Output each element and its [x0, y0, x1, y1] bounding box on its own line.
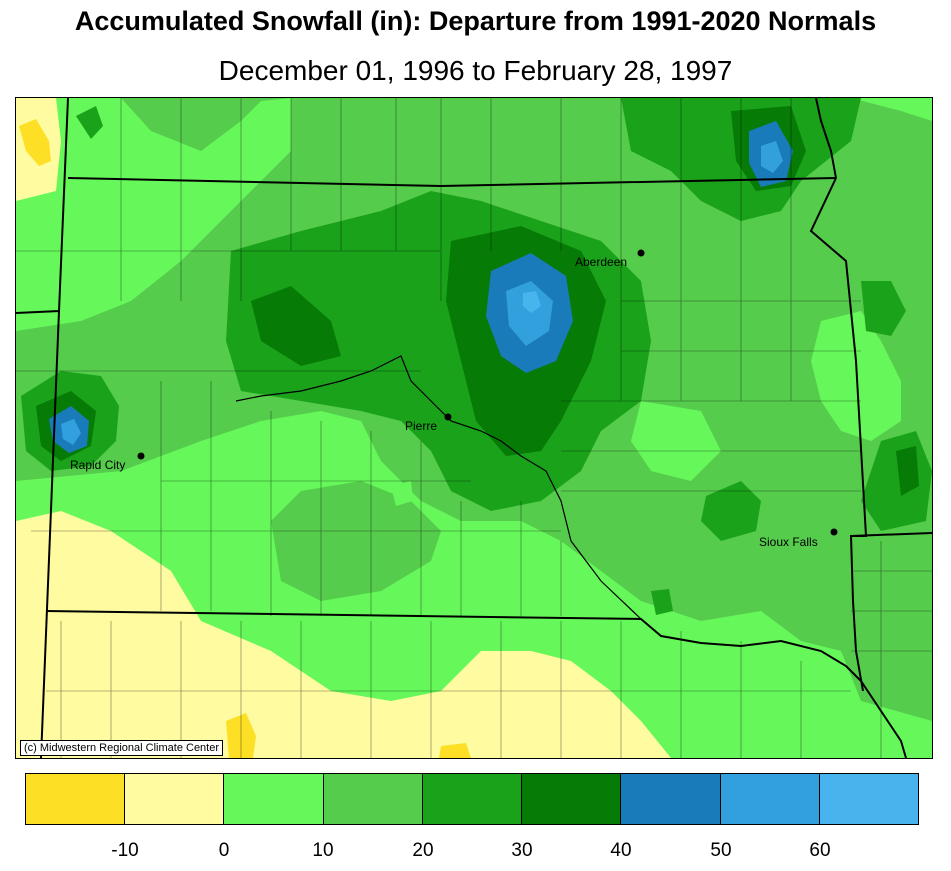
legend-swatch-2 — [125, 774, 225, 824]
legend-swatch-9 — [819, 774, 918, 824]
sioux-falls-label: Sioux Falls — [759, 535, 818, 549]
snowfall-map: Aberdeen Pierre Rapid City Sioux Falls (… — [15, 97, 933, 759]
legend-swatch-3 — [224, 774, 324, 824]
state-boundaries — [16, 98, 932, 758]
color-legend — [25, 773, 919, 825]
city-markers — [137, 249, 838, 536]
legend-swatch-1 — [26, 774, 126, 824]
county-lines — [16, 98, 932, 758]
legend-swatch-5 — [422, 774, 523, 824]
legend-swatch-7 — [621, 774, 721, 824]
legend-swatch-4 — [323, 774, 423, 824]
legend-tick: 10 — [312, 840, 334, 861]
credit-label: (c) Midwestern Regional Climate Center — [20, 740, 224, 756]
map-canvas — [16, 98, 932, 758]
legend-tick: 50 — [710, 840, 732, 861]
map-title: Accumulated Snowfall (in): Departure fro… — [74, 6, 877, 36]
legend-tick: 60 — [809, 840, 831, 861]
legend-tick: -10 — [111, 840, 139, 861]
rapid-city-label: Rapid City — [70, 458, 126, 472]
pierre-label: Pierre — [405, 419, 438, 433]
legend-tick: 20 — [412, 840, 434, 861]
legend-tick: 30 — [511, 840, 533, 861]
band-above-60 — [523, 291, 541, 313]
rapid-city-marker — [137, 452, 145, 460]
aberdeen-label: Aberdeen — [575, 255, 628, 269]
legend-tick: 0 — [218, 840, 230, 861]
rivers — [235, 355, 642, 620]
map-subtitle: December 01, 1996 to February 28, 1997 — [218, 55, 733, 86]
band-50-60 — [61, 141, 783, 445]
legend-swatch-8 — [720, 774, 820, 824]
pierre-marker — [444, 413, 452, 421]
legend-tick: 40 — [610, 840, 632, 861]
aberdeen-marker — [637, 249, 645, 257]
sioux-falls-marker — [830, 528, 838, 536]
legend-swatch-6 — [522, 774, 622, 824]
